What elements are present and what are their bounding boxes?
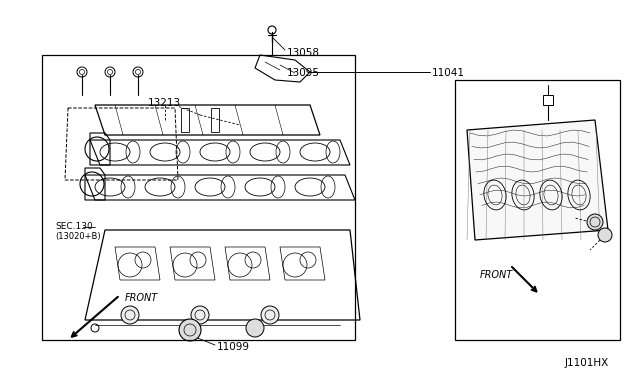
Bar [455, 80, 620, 340]
Circle shape [191, 306, 209, 324]
Circle shape [121, 306, 139, 324]
Circle shape [246, 319, 264, 337]
Circle shape [587, 214, 603, 230]
Text: FRONT: FRONT [125, 293, 158, 303]
Text: 13213: 13213 [148, 98, 181, 108]
Polygon shape [467, 120, 608, 240]
Text: 11099: 11099 [217, 342, 250, 352]
Text: FRONT: FRONT [480, 270, 513, 280]
Text: 13095: 13095 [287, 68, 320, 78]
Text: 11041: 11041 [432, 68, 465, 78]
Text: J1101HX: J1101HX [565, 358, 609, 368]
Text: SEC.130: SEC.130 [55, 222, 93, 231]
Bar [42, 55, 355, 340]
Bar [543, 95, 553, 105]
Circle shape [598, 228, 612, 242]
Bar [211, 108, 219, 132]
Text: 13058: 13058 [287, 48, 320, 58]
Circle shape [261, 306, 279, 324]
Bar [181, 108, 189, 132]
Circle shape [179, 319, 201, 341]
Text: (13020+B): (13020+B) [55, 232, 100, 241]
